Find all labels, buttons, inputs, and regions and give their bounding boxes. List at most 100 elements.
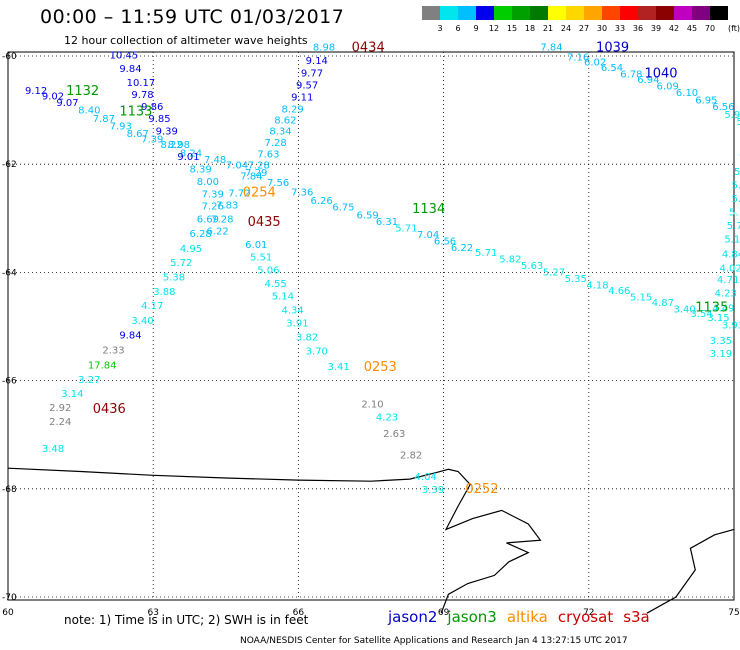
wave-height-label: 4.87 — [652, 298, 674, 309]
wave-height-label: 3.93 — [722, 321, 740, 332]
legend-label: 42 — [668, 24, 680, 33]
wave-height-label: 5.38 — [163, 273, 185, 284]
wave-height-label: 7.84 — [240, 171, 262, 182]
wave-height-label: 7.36 — [291, 188, 313, 199]
legend-swatch — [692, 6, 710, 20]
wave-height-label: 3.39 — [422, 485, 444, 496]
coastline-east — [646, 528, 735, 614]
wave-height-label: 7.28 — [248, 161, 270, 172]
legend-swatch — [566, 6, 584, 20]
wave-height-label: 6.02 — [584, 58, 606, 69]
wave-height-label: 7.39 — [202, 190, 224, 201]
legend-label: 27 — [578, 24, 590, 33]
y-tick-label: -68 — [2, 485, 17, 495]
wave-height-label: 5.76 — [736, 117, 740, 128]
wave-height-label: 10.45 — [110, 51, 139, 62]
pass-time-label: 0434 — [352, 41, 385, 56]
wave-height-label: 6.95 — [695, 96, 717, 107]
wave-height-label: 6.78 — [620, 70, 642, 81]
wave-height-label: 6.22 — [206, 227, 228, 238]
wave-height-label: 3.19 — [710, 349, 732, 360]
legend-label: 6 — [455, 24, 461, 33]
legend-swatch — [548, 6, 566, 20]
wave-height-label: 5.72 — [727, 221, 740, 232]
wave-height-label: 8.29 — [281, 104, 303, 115]
wave-height-label: 9.02 — [42, 91, 64, 102]
wave-height-label: 8.22 — [160, 140, 182, 151]
wave-height-label: 5.71 — [395, 223, 417, 234]
wave-height-label: 6.01 — [245, 240, 267, 251]
wave-height-label: 2.10 — [361, 400, 383, 411]
legend-unit: (ft) — [727, 24, 740, 33]
wave-height-label: 8.24 — [180, 149, 202, 160]
wave-height-label: 5.71 — [475, 248, 497, 259]
wave-height-label: 4.71 — [717, 275, 739, 286]
y-tick-label: -60 — [2, 52, 17, 62]
wave-height-label: 6.59 — [356, 210, 378, 221]
wave-height-label: 3.27 — [78, 375, 100, 386]
wave-height-label: 4.02 — [719, 263, 740, 274]
wave-height-label: 6.54 — [601, 63, 623, 74]
wave-height-label: 6.69 — [197, 215, 219, 226]
legend-swatch — [530, 6, 548, 20]
pass-time-label: 0253 — [364, 360, 397, 375]
wave-height-label: 7.93 — [110, 122, 132, 133]
legend-swatch — [494, 6, 512, 20]
wave-height-label: 8.98 — [168, 140, 190, 151]
legend-swatch — [620, 6, 638, 20]
wave-height-label: 8.39 — [190, 164, 212, 175]
legend-swatch — [602, 6, 620, 20]
wave-height-label: 3.40 — [131, 316, 153, 327]
pass-time-label: 0252 — [465, 482, 498, 497]
wave-height-label: 3.91 — [286, 319, 308, 330]
y-tick-label: -64 — [2, 268, 17, 278]
wave-height-label: 8.40 — [78, 105, 100, 116]
credit-line: NOAA/NESDIS Center for Satellite Applica… — [240, 636, 628, 646]
x-tick-label: 60 — [2, 608, 14, 618]
wave-height-label: 5.14 — [272, 291, 294, 302]
pass-time-label: 0254 — [243, 186, 276, 201]
wave-height-label: 4.34 — [281, 306, 303, 317]
wave-height-label: 3.82 — [296, 333, 318, 344]
wave-height-label: 2.92 — [49, 403, 71, 414]
pass-time-label: 1039 — [596, 41, 629, 56]
wave-height-label: 8.62 — [274, 116, 296, 127]
wave-height-label: 9.11 — [291, 92, 313, 103]
legend-swatch — [584, 6, 602, 20]
pass-time-label: 1132 — [66, 84, 99, 99]
satellite-name: cryosat — [557, 608, 614, 626]
wave-height-label: 5.72 — [170, 258, 192, 269]
pass-time-label: 0435 — [248, 215, 281, 230]
coastline — [7, 467, 542, 614]
legend-swatch — [422, 6, 440, 20]
wave-height-label: 9.85 — [148, 114, 170, 125]
wave-height-label: 7.2 — [739, 153, 740, 164]
wave-height-label: 3.14 — [61, 389, 83, 400]
wave-height-label: 4.66 — [608, 286, 630, 297]
wave-height-label: 10.17 — [127, 78, 156, 89]
wave-height-label: 6.26 — [311, 196, 333, 207]
x-tick-label: 72 — [583, 608, 594, 618]
pass-time-label: 1040 — [644, 67, 677, 82]
y-tick-label: -66 — [2, 377, 17, 387]
wave-height-label: 6.94 — [637, 75, 659, 86]
wave-height-label: 5.1 — [734, 167, 740, 178]
legend-label: 3 — [437, 24, 443, 33]
wave-height-label: 7.83 — [216, 201, 238, 212]
wave-height-label: 4.18 — [586, 281, 608, 292]
wave-height-label: 6.31 — [376, 217, 398, 228]
wave-height-label: 5.82 — [499, 255, 521, 266]
wave-height-label: 9.84 — [119, 330, 141, 341]
wave-height-label: 7.28 — [211, 215, 233, 226]
legend-swatch — [458, 6, 476, 20]
wave-height-label: 7.04 — [417, 230, 439, 241]
wave-height-label: 5.06 — [257, 265, 279, 276]
wave-height-label: 5.15 — [630, 293, 652, 304]
wave-height-label: 5.15 — [724, 235, 740, 246]
pass-time-label: 1135 — [695, 300, 728, 315]
map-frame — [7, 51, 735, 601]
wave-height-label: 6.56 — [712, 102, 734, 113]
wave-height-label: 5.35 — [565, 274, 587, 285]
wave-height-label: 7.29 — [245, 168, 267, 179]
satellite-name: jason2 — [388, 608, 438, 626]
